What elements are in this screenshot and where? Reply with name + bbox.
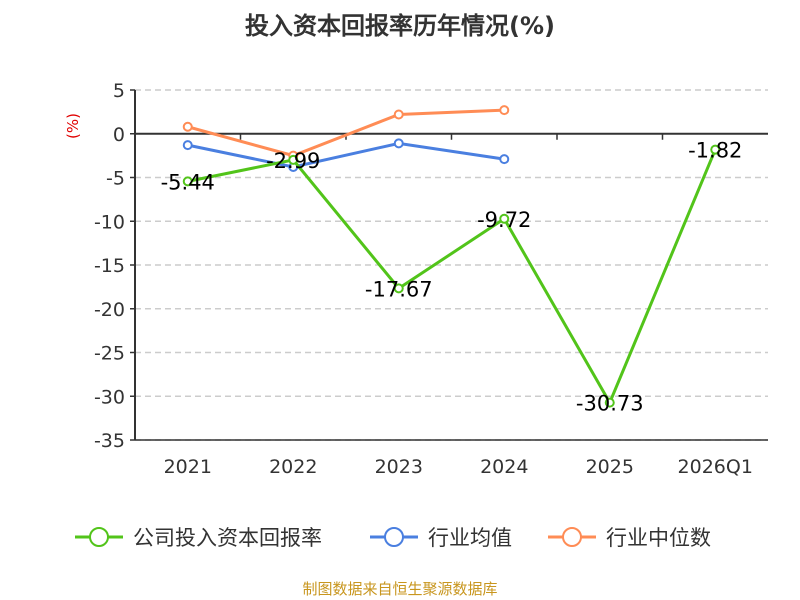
data-point: [393, 109, 404, 120]
y-tick-label: -15: [94, 255, 125, 277]
x-tick-label: 2023: [375, 456, 423, 478]
data-label: -2.99: [266, 149, 320, 173]
series-line: [187, 141, 505, 169]
x-tick-label: 2022: [269, 456, 317, 478]
series-line: [187, 149, 717, 407]
data-point: [710, 144, 721, 155]
data-point: [182, 140, 193, 151]
data-point: [182, 121, 193, 132]
y-tick-label: -10: [94, 211, 125, 233]
legend-label: 行业中位数: [606, 526, 711, 550]
data-point: [499, 154, 510, 165]
data-label: -9.72: [477, 208, 531, 232]
y-tick-label: -5: [106, 168, 125, 190]
series-line: [187, 108, 505, 158]
data-point: [393, 138, 404, 149]
data-label: -5.44: [161, 170, 215, 194]
chart-title: 投入资本回报率历年情况(%): [245, 12, 555, 40]
y-tick-label: 5: [113, 80, 125, 102]
source-note: 制图数据来自恒生聚源数据库: [302, 580, 498, 598]
legend-marker: [562, 527, 582, 547]
y-tick-label: -35: [94, 430, 125, 452]
legend-label: 行业均值: [428, 526, 512, 550]
x-tick-label: 2026Q1: [678, 456, 753, 478]
data-label: -1.82: [688, 139, 742, 163]
data-point: [499, 213, 510, 224]
data-label: -30.73: [576, 392, 644, 416]
y-tick-label: -30: [94, 386, 125, 408]
x-tick-label: 2024: [480, 456, 528, 478]
data-point: [393, 283, 404, 294]
data-point: [288, 154, 299, 165]
legend-marker: [89, 527, 109, 547]
legend-marker: [384, 527, 404, 547]
y-tick-label: -25: [94, 343, 125, 365]
data-point: [499, 105, 510, 116]
legend-label: 公司投入资本回报率: [133, 526, 322, 550]
y-axis-label: (%): [64, 113, 82, 139]
y-tick-label: 0: [113, 124, 125, 146]
data-label: -17.67: [365, 277, 433, 301]
y-tick-label: -20: [94, 299, 125, 321]
x-tick-label: 2021: [164, 456, 212, 478]
data-point: [604, 397, 615, 408]
x-tick-label: 2025: [586, 456, 634, 478]
data-point: [182, 176, 193, 187]
